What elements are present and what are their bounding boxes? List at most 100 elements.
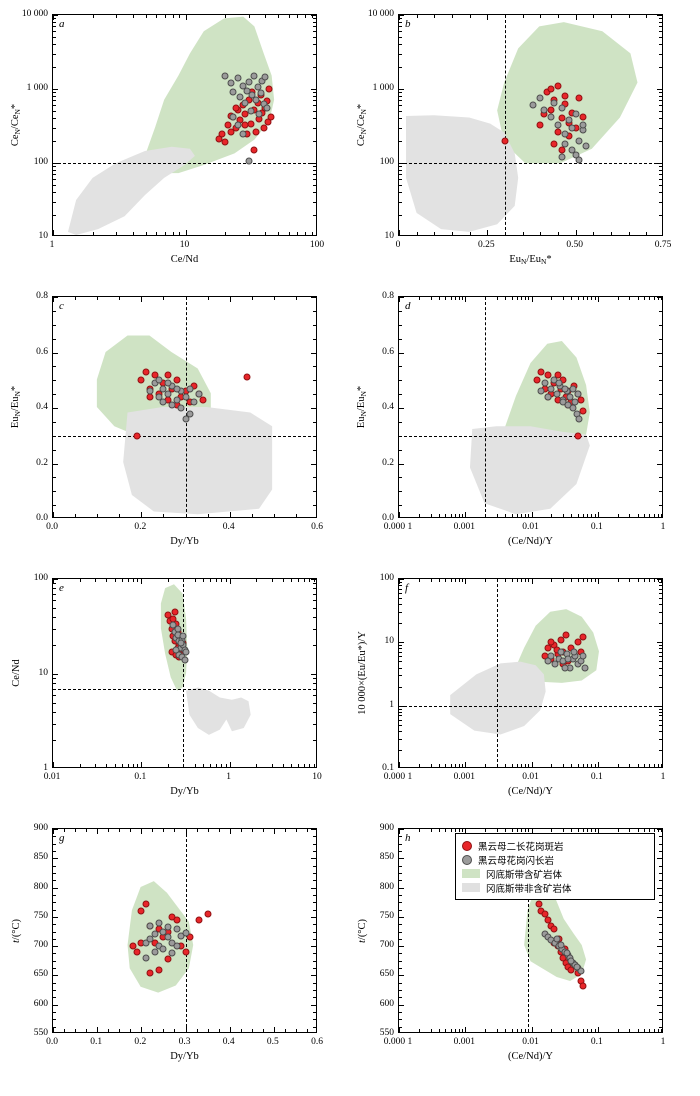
x-tick-minor <box>438 514 440 517</box>
y-tick-minor <box>399 749 402 751</box>
data-point <box>550 99 558 107</box>
x-tick-minor <box>288 15 290 18</box>
y-tick-minor <box>659 730 662 732</box>
y-tick-minor <box>313 695 316 697</box>
data-point <box>239 130 247 138</box>
x-tick-minor <box>525 297 527 300</box>
y-tick-minor <box>313 593 316 595</box>
data-point <box>186 385 194 393</box>
y-tick-minor <box>399 1012 402 1014</box>
x-tick-minor <box>660 764 662 767</box>
data-point <box>159 398 167 406</box>
y-tick-minor <box>53 968 56 970</box>
data-point <box>544 644 552 652</box>
x-tick-major <box>399 230 400 235</box>
y-tick-label: 650 <box>379 969 394 980</box>
y-tick-minor <box>313 477 316 479</box>
y-tick-minor <box>659 997 662 999</box>
data-point <box>236 93 244 101</box>
y-tick-minor <box>659 645 662 647</box>
x-tick-minor <box>653 579 655 582</box>
x-tick-minor <box>167 579 169 582</box>
y-tick-minor <box>53 902 56 904</box>
x-tick-major <box>465 579 467 584</box>
x-tick-minor <box>637 1029 639 1032</box>
y-tick-minor <box>313 105 316 107</box>
y-tick-label: 650 <box>33 969 48 980</box>
data-point <box>174 625 182 633</box>
y-tick-minor <box>313 118 316 120</box>
y-tick-minor <box>399 324 402 326</box>
y-tick-minor <box>399 37 402 39</box>
y-tick-minor <box>659 421 662 423</box>
y-tick-minor <box>313 100 316 102</box>
y-tick-minor <box>659 953 662 955</box>
y-tick-minor <box>53 179 56 181</box>
panel-label-a: a <box>59 18 65 30</box>
y-tick-minor <box>313 179 316 181</box>
x-tick-minor <box>594 297 596 300</box>
data-point <box>574 390 582 398</box>
y-tick-label: 0.2 <box>36 457 48 468</box>
x-tick-minor <box>179 232 181 235</box>
y-tick-major <box>657 916 662 918</box>
x-tick-minor <box>485 514 487 517</box>
x-tick-minor <box>617 829 619 832</box>
y-tick-minor <box>53 953 56 955</box>
x-tick-minor <box>295 514 297 517</box>
x-tick-minor <box>295 297 297 300</box>
x-tick-major <box>531 1027 533 1032</box>
x-tick-minor <box>577 579 579 582</box>
y-tick-minor <box>53 22 56 24</box>
data-point <box>151 948 159 956</box>
x-tick-minor <box>278 15 280 18</box>
x-tick-label: 0.4 <box>222 522 235 532</box>
x-tick-minor <box>591 1029 593 1032</box>
x-tick-minor <box>657 297 659 300</box>
y-tick-minor <box>313 140 316 142</box>
y-tick-major <box>53 887 58 889</box>
y-tick-minor <box>399 953 402 955</box>
y-tick-minor <box>399 174 402 176</box>
y-tick-minor <box>659 719 662 721</box>
data-point <box>146 935 154 943</box>
x-tick-minor <box>505 514 507 517</box>
x-tick-minor <box>629 514 631 517</box>
reference-fields-f <box>450 609 599 735</box>
x-tick-minor <box>121 764 123 767</box>
y-tick-minor <box>399 310 402 312</box>
y-tick-minor <box>53 924 56 926</box>
x-tick-label: 0 <box>395 240 401 250</box>
x-tick-minor <box>132 15 134 18</box>
x-tick-minor <box>496 1029 498 1032</box>
y-tick-minor <box>659 394 662 396</box>
data-point <box>547 638 555 646</box>
data-point <box>575 156 583 164</box>
x-tick-minor <box>629 829 631 832</box>
y-tick-minor <box>659 118 662 120</box>
y-tick-minor <box>53 100 56 102</box>
x-tick-minor <box>528 1029 530 1032</box>
y-tick-minor <box>659 214 662 216</box>
y-tick-minor <box>659 324 662 326</box>
data-point <box>579 121 587 129</box>
y-tick-label: 10 <box>38 668 49 678</box>
plot-area-e <box>53 579 316 767</box>
x-tick-minor <box>583 829 585 832</box>
y-tick-minor <box>53 105 56 107</box>
data-point <box>547 113 555 121</box>
x-tick-minor <box>251 1029 253 1032</box>
data-point <box>182 929 189 937</box>
y-tick-minor <box>659 449 662 451</box>
data-point <box>133 432 141 440</box>
data-point <box>177 404 185 412</box>
x-tick-minor <box>291 579 293 582</box>
data-point <box>547 106 555 114</box>
data-point <box>550 140 558 148</box>
x-tick-minor <box>203 764 205 767</box>
data-point <box>239 82 247 90</box>
y-tick-minor <box>659 37 662 39</box>
data-point <box>204 910 212 918</box>
x-tick-minor <box>174 829 176 832</box>
y-tick-minor <box>399 22 402 24</box>
